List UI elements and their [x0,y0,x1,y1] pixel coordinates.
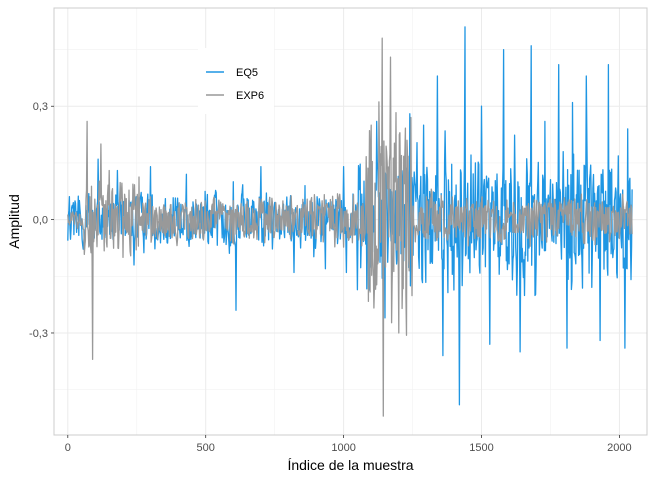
x-tick-label: 2000 [607,442,631,454]
legend-label-exp6: EXP6 [236,90,264,102]
y-axis-title: Amplitud [6,194,22,248]
y-axis-ticks: -0,3 0,0 0,3 [29,101,54,340]
x-tick-label: 500 [197,442,215,454]
y-tick-label: -0,3 [29,328,48,340]
x-tick-label: 1500 [469,442,493,454]
legend-label-eq5: EQ5 [236,67,258,79]
legend: EQ5 EXP6 [198,48,274,114]
y-tick-label: 0,3 [33,101,48,113]
x-axis-ticks: 0 500 1000 1500 2000 [65,435,632,454]
plot-panel-border [53,7,648,436]
minor-gridlines [54,8,647,435]
x-tick-label: 1000 [331,442,355,454]
x-axis-title: Índice de la muestra [287,457,413,473]
series-lines [67,26,633,417]
x-tick-label: 0 [65,442,71,454]
series-line-exp6 [67,37,633,417]
y-tick-label: 0,0 [33,215,48,227]
legend-background [198,48,274,114]
